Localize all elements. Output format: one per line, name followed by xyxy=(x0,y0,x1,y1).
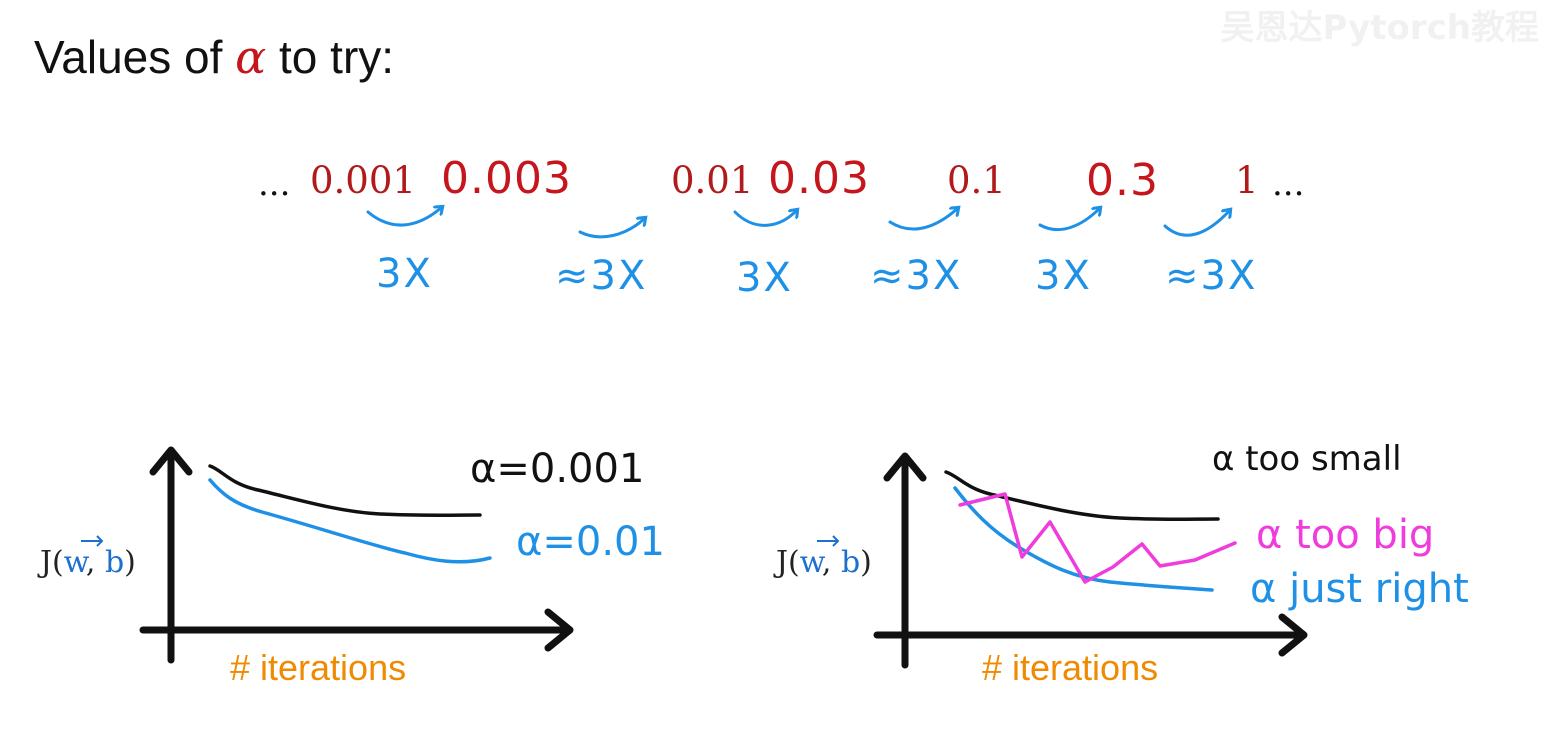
step-labels: 3X ≈3X 3X ≈3X 3X ≈3X xyxy=(376,251,1257,301)
step-arrow-6 xyxy=(1163,210,1230,237)
title-prefix: Values of xyxy=(34,31,236,83)
alpha-value-1: 1 xyxy=(1235,159,1259,202)
step-label-5: 3X xyxy=(1035,253,1092,299)
step-arrow-1 xyxy=(366,207,442,227)
left-curve-alpha-0-001 xyxy=(208,464,482,517)
right-series-label-too-big: α too big xyxy=(1256,512,1434,558)
left-curve-alpha-0-01 xyxy=(208,478,492,564)
right-y-axis-arrowhead xyxy=(883,452,927,482)
left-y-axis-arrowhead xyxy=(149,446,193,476)
right-curve-too-small xyxy=(944,470,1220,521)
alpha-value-0-001: 0.001 xyxy=(310,159,416,202)
right-series-label-just-right: α just right xyxy=(1250,566,1469,612)
alpha-value-0-003: 0.003 xyxy=(441,153,572,204)
right-y-axis-label: J(w, b) xyxy=(773,545,872,580)
left-plot-axes xyxy=(139,446,574,664)
alpha-value-0-03: 0.03 xyxy=(768,153,870,204)
leading-ellipsis: ... xyxy=(258,164,290,204)
alpha-value-0-01: 0.01 xyxy=(671,159,753,202)
step-label-3: 3X xyxy=(736,255,793,301)
right-series-label-too-small: α too small xyxy=(1212,439,1402,479)
step-arrow-5 xyxy=(1038,208,1100,231)
left-series-label-0-01: α=0.01 xyxy=(516,519,665,565)
step-label-1: 3X xyxy=(376,251,433,297)
watermark: 吴恩达Pytorch教程 xyxy=(1220,8,1539,48)
alpha-value-0-1: 0.1 xyxy=(947,159,1006,202)
vector-arrow-icon xyxy=(817,535,840,547)
alpha-sequence: ... 0.001 0.003 0.01 0.03 0.1 0.3 1 ... xyxy=(258,153,1304,206)
title-alpha-symbol: α xyxy=(235,30,267,84)
step-label-4: ≈3X xyxy=(870,253,962,299)
step-label-2: ≈3X xyxy=(555,253,647,299)
title-suffix: to try: xyxy=(266,31,395,83)
page-title: Values of α to try: xyxy=(34,30,394,84)
alpha-value-0-3: 0.3 xyxy=(1086,155,1159,206)
right-curve-just-right xyxy=(953,486,1214,592)
right-plot-axes xyxy=(873,452,1308,669)
right-x-axis-arrowhead xyxy=(1278,613,1308,657)
left-series-label-0-001: α=0.001 xyxy=(470,446,644,492)
right-curve-too-big xyxy=(958,492,1237,584)
left-y-axis-label: J(w, b) xyxy=(37,545,136,580)
step-arrow-2 xyxy=(578,218,645,239)
step-arrow-4 xyxy=(888,208,958,231)
step-arrows xyxy=(366,207,1230,239)
vector-arrow-icon xyxy=(81,535,104,547)
trailing-ellipsis: ... xyxy=(1272,164,1304,204)
left-x-axis-arrowhead xyxy=(544,608,574,652)
step-arrow-3 xyxy=(733,210,797,227)
left-x-axis-label: # iterations xyxy=(230,647,406,688)
step-label-6: ≈3X xyxy=(1165,253,1257,299)
right-plot: J(w, b) # iterations α too small α too b… xyxy=(773,439,1469,688)
right-x-axis-label: # iterations xyxy=(982,647,1158,688)
left-plot: J(w, b) # iterations α=0.001 α=0.01 xyxy=(37,446,665,688)
